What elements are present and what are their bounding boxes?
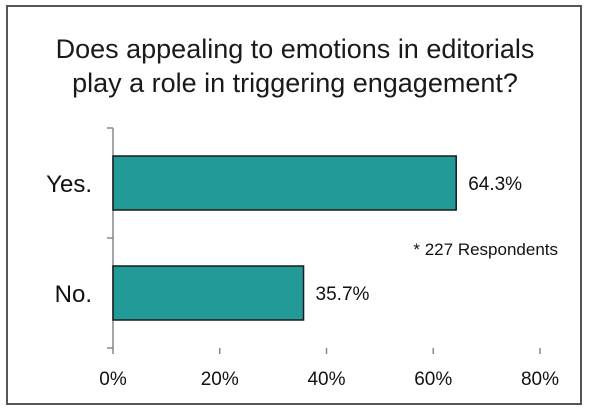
respondents-annotation: * 227 Respondents <box>413 240 558 259</box>
category-label: Yes. <box>46 171 92 198</box>
bar-value-label: 64.3% <box>468 174 522 195</box>
category-label: No. <box>55 281 92 308</box>
x-tick-label: 40% <box>307 369 345 390</box>
x-tick-label: 80% <box>521 369 559 390</box>
bar <box>112 155 457 211</box>
x-tick-label: 60% <box>414 369 452 390</box>
chart-title-line-1: Does appealing to emotions in editorials <box>56 34 535 64</box>
chart-title-line-2: play a role in triggering engagement? <box>72 68 518 98</box>
bar-value-label: 35.7% <box>316 284 370 305</box>
bar <box>112 265 305 321</box>
x-tick-label: 20% <box>201 369 239 390</box>
x-tick-label: 0% <box>99 369 127 390</box>
